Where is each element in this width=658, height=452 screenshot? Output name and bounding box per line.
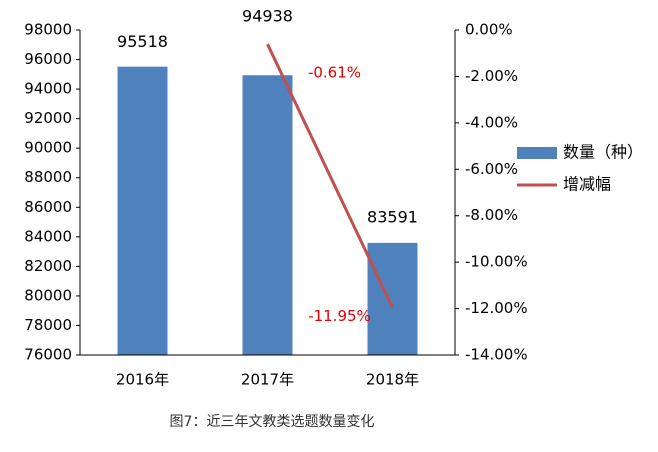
bar-value-label: 95518 xyxy=(117,32,168,51)
y-tick-label: 98000 xyxy=(24,21,72,39)
y2-tick-label: -8.00% xyxy=(465,206,518,224)
y-tick-label: 92000 xyxy=(24,109,72,127)
line-value-label: -0.61% xyxy=(308,64,361,82)
y2-tick-label: -10.00% xyxy=(465,253,528,271)
bar xyxy=(367,242,418,355)
legend-swatch xyxy=(517,147,557,159)
chart-caption: 图7：近三年文教类选题数量变化 xyxy=(170,414,375,430)
y2-tick-label: -6.00% xyxy=(465,160,518,178)
legend-label: 增减幅 xyxy=(563,175,611,194)
y-tick-label: 84000 xyxy=(24,227,72,245)
bar-value-label: 83591 xyxy=(367,207,418,226)
y-tick-label: 76000 xyxy=(24,346,72,364)
y2-tick-label: -14.00% xyxy=(465,346,528,364)
y2-tick-label: 0.00% xyxy=(465,21,513,39)
x-tick-label: 2017年 xyxy=(241,371,294,389)
bar-value-label: 94938 xyxy=(242,7,293,26)
y2-tick-label: -2.00% xyxy=(465,67,518,85)
x-tick-label: 2016年 xyxy=(116,371,169,389)
y-tick-label: 80000 xyxy=(24,286,72,304)
y-tick-label: 90000 xyxy=(24,139,72,157)
legend-label: 数量（种） xyxy=(563,143,643,162)
y-tick-label: 86000 xyxy=(24,198,72,216)
line-value-label: -11.95% xyxy=(308,307,371,325)
y2-tick-label: -4.00% xyxy=(465,113,518,131)
y-tick-label: 78000 xyxy=(24,316,72,334)
y-tick-label: 88000 xyxy=(24,168,72,186)
y-tick-label: 96000 xyxy=(24,50,72,68)
line xyxy=(266,43,394,309)
x-tick-label: 2018年 xyxy=(366,371,419,389)
y-tick-label: 94000 xyxy=(24,80,72,98)
y-tick-label: 82000 xyxy=(24,257,72,275)
y2-tick-label: -12.00% xyxy=(465,299,528,317)
bar xyxy=(117,66,168,356)
bar xyxy=(242,75,293,355)
